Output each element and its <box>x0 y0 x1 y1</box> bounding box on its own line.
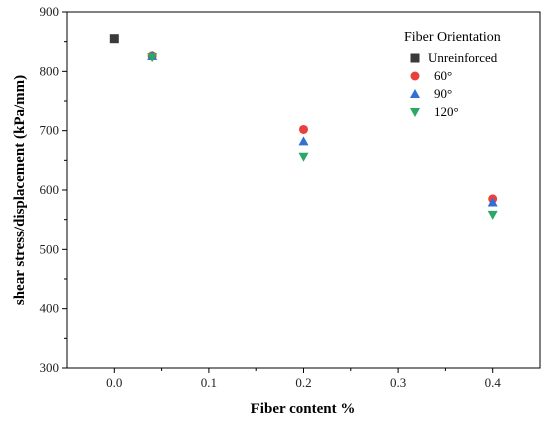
legend-marker-square <box>410 53 420 63</box>
data-point-triangle-up <box>298 136 309 146</box>
legend-entry-label: 90° <box>434 86 452 101</box>
legend-marker-triangle-up <box>410 89 420 98</box>
data-point-triangle-down <box>298 152 309 162</box>
data-point-triangle-down <box>487 210 498 220</box>
x-tick-label: 0.3 <box>390 375 406 390</box>
legend-marker-triangle-down <box>410 108 420 117</box>
legend: Fiber Orientation Unreinforced 60° 90° 120° <box>404 30 501 119</box>
y-tick-label: 300 <box>40 360 60 375</box>
data-point-circle <box>299 124 308 134</box>
x-tick-label: 0.1 <box>201 375 217 390</box>
x-tick-label: 0.0 <box>106 375 122 390</box>
x-axis-label: Fiber content % <box>251 401 356 417</box>
data-point-square <box>109 34 119 44</box>
legend-entry-label: 60° <box>434 68 452 83</box>
legend-marker-circle <box>410 71 420 81</box>
y-tick-label: 900 <box>40 4 60 19</box>
y-axis-label: shear stress/displacement (kPa/mm) <box>12 75 28 305</box>
legend-entry-label: 120° <box>434 104 459 119</box>
plot-frame <box>66 11 541 369</box>
y-tick-label: 500 <box>40 241 60 256</box>
data-point-triangle-down <box>147 53 158 63</box>
axis-ticks: 0.0 0.1 0.2 0.3 0.4 300 400 500 600 700 800 900 <box>40 4 502 390</box>
y-tick-label: 600 <box>40 182 60 197</box>
x-tick-label: 0.4 <box>485 375 502 390</box>
y-tick-label: 800 <box>40 63 60 78</box>
y-tick-label: 700 <box>40 123 60 138</box>
legend-title: Fiber Orientation <box>404 30 501 45</box>
data-points <box>109 34 498 220</box>
x-tick-label: 0.2 <box>295 375 311 390</box>
legend-entry-label: Unreinforced <box>428 50 498 65</box>
data-point-triangle-up <box>487 197 498 207</box>
y-tick-label: 400 <box>40 301 60 316</box>
